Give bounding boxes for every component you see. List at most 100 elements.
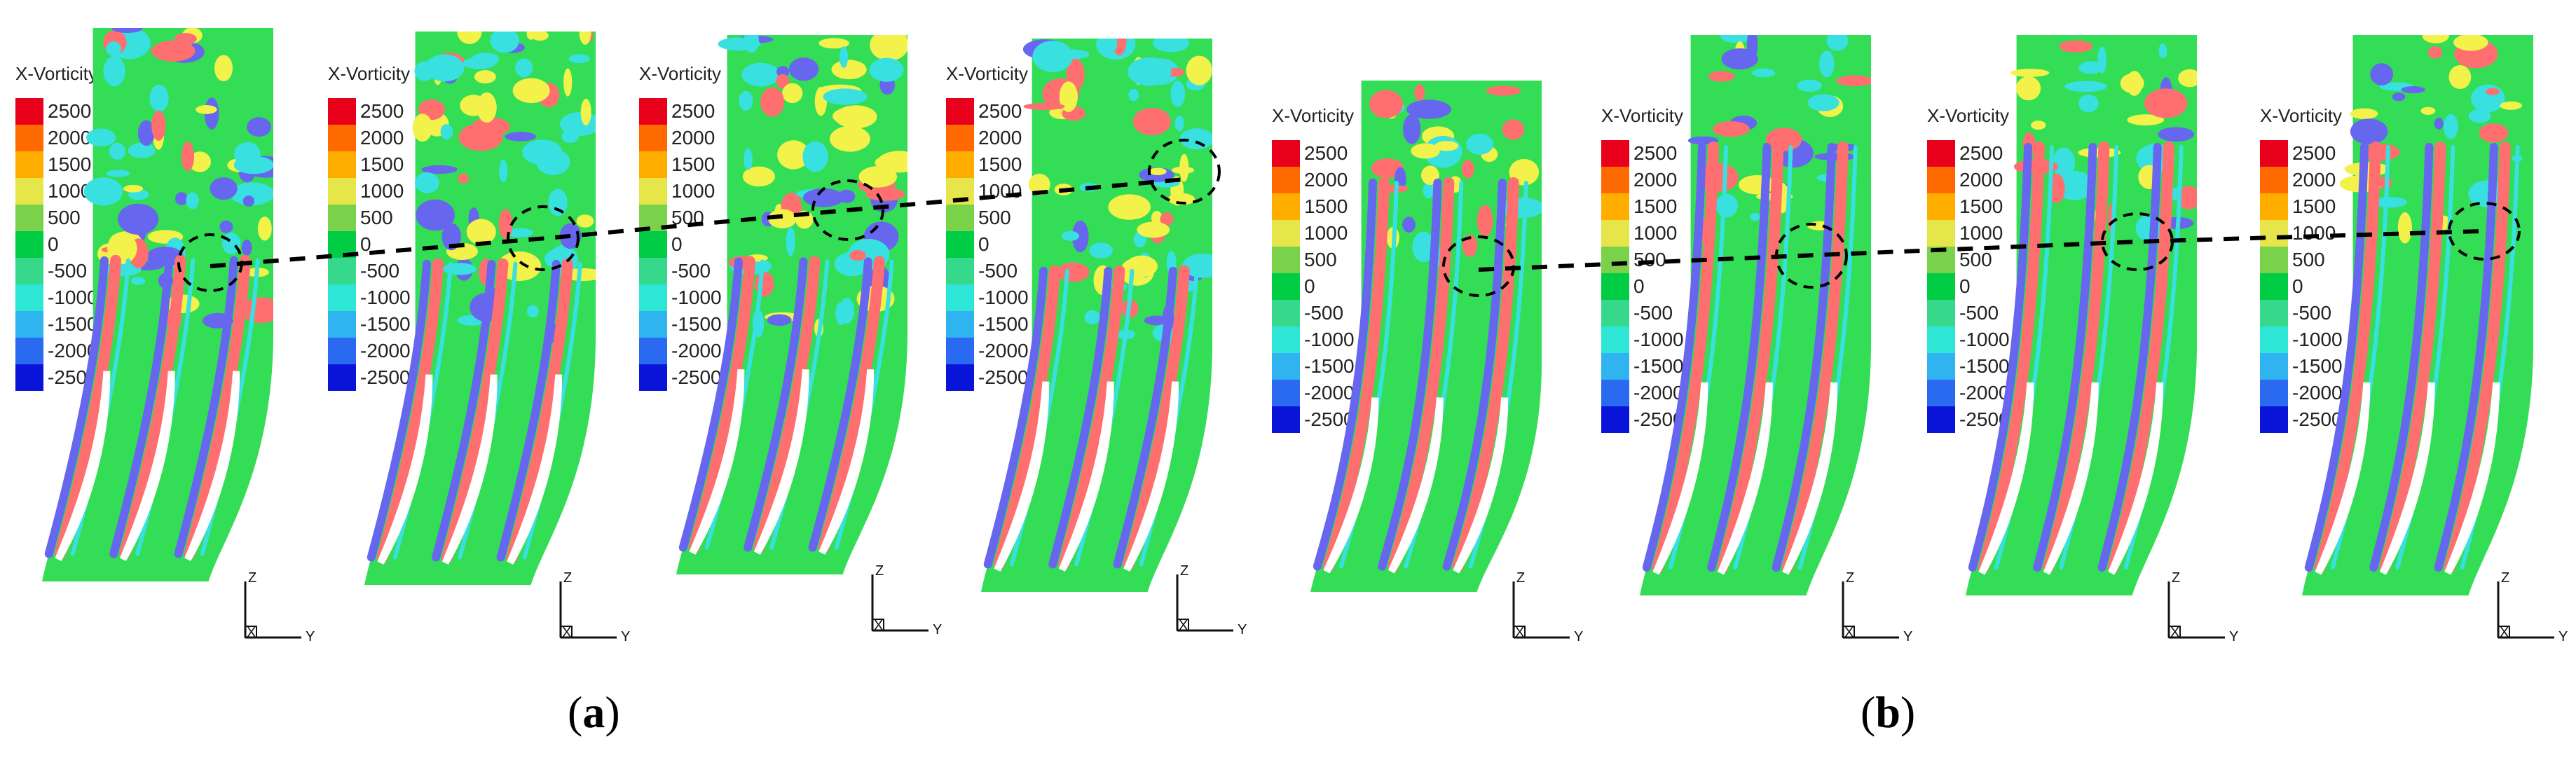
legend-level-label: 500 [1304,249,1337,270]
legend-level-label: -1000 [671,287,722,308]
coordinate-axes: Z X Y [1170,560,1247,638]
vortex-blob [2350,108,2378,119]
vortex-blob [2053,147,2076,179]
turbine-blade [2108,382,2164,575]
legend-level-label: 2500 [2292,142,2336,164]
vortex-blob [1477,205,1493,237]
turbine-blade [2444,382,2500,575]
negative-vorticity-streak [808,257,872,552]
legend-level-label: -2000 [1633,382,1684,404]
positive-vorticity-streak [1978,142,2045,573]
positive-vorticity-streak [1322,177,1390,572]
vortex-trajectory-line-b [1478,229,2481,272]
legend-swatch [15,258,43,284]
turbine-blade [2379,382,2435,575]
legend-swatch [2260,193,2288,220]
positive-vorticity-streak [1652,142,1719,573]
negative-vorticity-streak [366,259,431,562]
vorticity-field [981,39,1212,592]
negative-vorticity-streak [1313,179,1377,571]
legend-level-label: 0 [1633,275,1645,297]
vortex-blob [1411,143,1440,159]
vortex-blob [1089,242,1114,259]
vortex-blob [1713,121,1750,137]
vortex-blob [477,92,497,123]
vortex-blob [831,60,867,80]
legend-color-bar [1927,140,1955,433]
turbine-blade [119,371,175,561]
y-axis-label: Y [621,629,631,645]
vortex-blob [214,55,233,82]
vortex-blob [2078,61,2103,74]
coordinate-axes: Z X Y [2162,567,2239,645]
legend-swatch [1601,300,1629,326]
vortex-blob [505,132,537,142]
vortex-blob [181,142,195,172]
legend-swatch [2260,247,2288,273]
vortex-blob [776,74,790,89]
legend-swatch [1927,193,1955,220]
axes-lines [1176,574,1233,632]
vortex-blob [2016,76,2041,101]
x-axis-label: X [1179,618,1188,633]
vortex-blob [466,219,496,245]
vortex-blob [739,90,753,111]
vortex-blob [151,110,166,141]
legend-swatch [639,125,667,151]
legend-swatch [1272,167,1300,193]
turbine-blade [1652,382,1708,575]
vortex-blob [1137,221,1170,238]
legend-swatch [15,205,43,231]
legend-title: X-Vorticity [639,63,722,84]
legend-level-label: 2000 [2292,169,2336,191]
coordinate-axes: Z X Y [865,560,943,638]
legend-level-label: -500 [1959,302,1999,324]
vortex-blob [1128,88,1139,102]
vortex-blob [137,120,155,146]
legend-swatch [2260,326,2288,353]
vortex-highlight-circle [507,205,580,271]
vortex-blob [498,209,513,240]
positive-vorticity-streak [184,254,251,560]
legend-level-label: -2000 [671,340,722,361]
vortex-blob [2059,40,2093,53]
axes-lines [559,581,617,639]
positive-vorticity-streak [1452,177,1519,572]
negative-vorticity-streak [678,257,743,552]
legend-title: X-Vorticity [1272,105,1355,126]
vortex-blob [744,148,753,170]
legend-swatch [15,311,43,338]
turbine-blade [818,369,875,555]
x-axis-label: X [562,625,572,640]
legend-level-label: -1500 [1959,355,2010,377]
negative-vorticity-streak [1378,179,1442,571]
vortex-highlight-circle [1148,139,1221,205]
positive-vorticity-streak [1123,265,1190,570]
vortex-blob [2468,180,2507,207]
legend-swatch [328,284,356,311]
positive-vorticity-streak [441,258,509,563]
legend-color-bar [1601,140,1629,433]
vortex-blob [1170,80,1186,107]
vorticity-field [1640,35,1871,595]
legend-level-label: -1500 [1304,355,1355,377]
legend-swatch [639,98,667,125]
caption-a: (a) [568,687,620,737]
vortex-blob [2486,88,2500,95]
vortex-blob [2010,69,2050,77]
legend-swatch [1272,300,1300,326]
legend-swatch [639,151,667,178]
legend-level-label: -500 [360,260,400,282]
legend-level-label: 1500 [978,153,1022,175]
legend-level-label: -1500 [360,313,411,335]
vorticity-field [364,32,596,585]
vortex-blob [767,314,792,326]
vortex-blob [441,223,461,251]
vortex-blob [1752,68,1776,78]
legend-level-label: 1500 [1304,195,1348,217]
vortex-blob [2158,43,2167,59]
legend-swatch [946,125,974,151]
legend-level-label: 2500 [1633,142,1678,164]
legend-swatch [639,258,667,284]
